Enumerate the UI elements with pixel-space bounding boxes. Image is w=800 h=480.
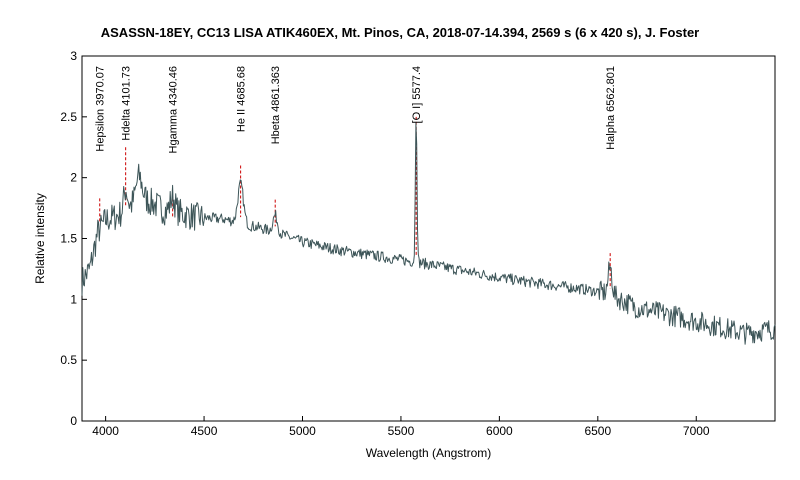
y-tick-label: 3 [70, 49, 77, 63]
x-tick-label: 4500 [191, 424, 218, 438]
line-label: Hdelta 4101.73 [121, 66, 133, 141]
y-tick-label: 2.5 [60, 110, 77, 124]
y-axis: 0 0.5 1 1.5 2 2.5 3 [60, 49, 87, 428]
line-label: Hbeta 4861.363 [270, 66, 282, 144]
x-tick-label: 5000 [289, 424, 316, 438]
emission-line-labels: Hepsilon 3970.07 Hdelta 4101.73 Hgamma 434… [95, 66, 617, 153]
y-axis-label: Relative intensity [33, 193, 47, 284]
x-tick-label: 6500 [584, 424, 611, 438]
y-tick-label: 1.5 [60, 232, 77, 246]
x-tick-label: 4000 [92, 424, 119, 438]
emission-line-markers [99, 116, 611, 289]
x-tick-label: 6000 [486, 424, 513, 438]
y-tick-label: 1 [70, 292, 77, 306]
line-label: Halpha 6562.801 [605, 66, 617, 150]
line-label: Hgamma 4340.46 [168, 66, 180, 153]
y-tick-label: 0.5 [60, 353, 77, 367]
y-tick-label: 2 [70, 171, 77, 185]
line-label: He II 4685.68 [236, 66, 248, 132]
x-tick-label: 5500 [388, 424, 415, 438]
line-label: Hepsilon 3970.07 [95, 66, 107, 152]
y-tick-label: 0 [70, 414, 77, 428]
plot-area [81, 55, 776, 422]
x-tick-label: 7000 [683, 424, 710, 438]
chart-title: ASASSN-18EY, CC13 LISA ATIK460EX, Mt. Pi… [101, 25, 700, 40]
x-axis: 4000 4500 5000 5500 6000 6500 7000 [92, 416, 710, 438]
line-label: [O I] 5577.4 [411, 66, 423, 123]
x-axis-label: Wavelength (Angstrom) [366, 446, 492, 460]
spectrum-series-line [81, 122, 776, 345]
